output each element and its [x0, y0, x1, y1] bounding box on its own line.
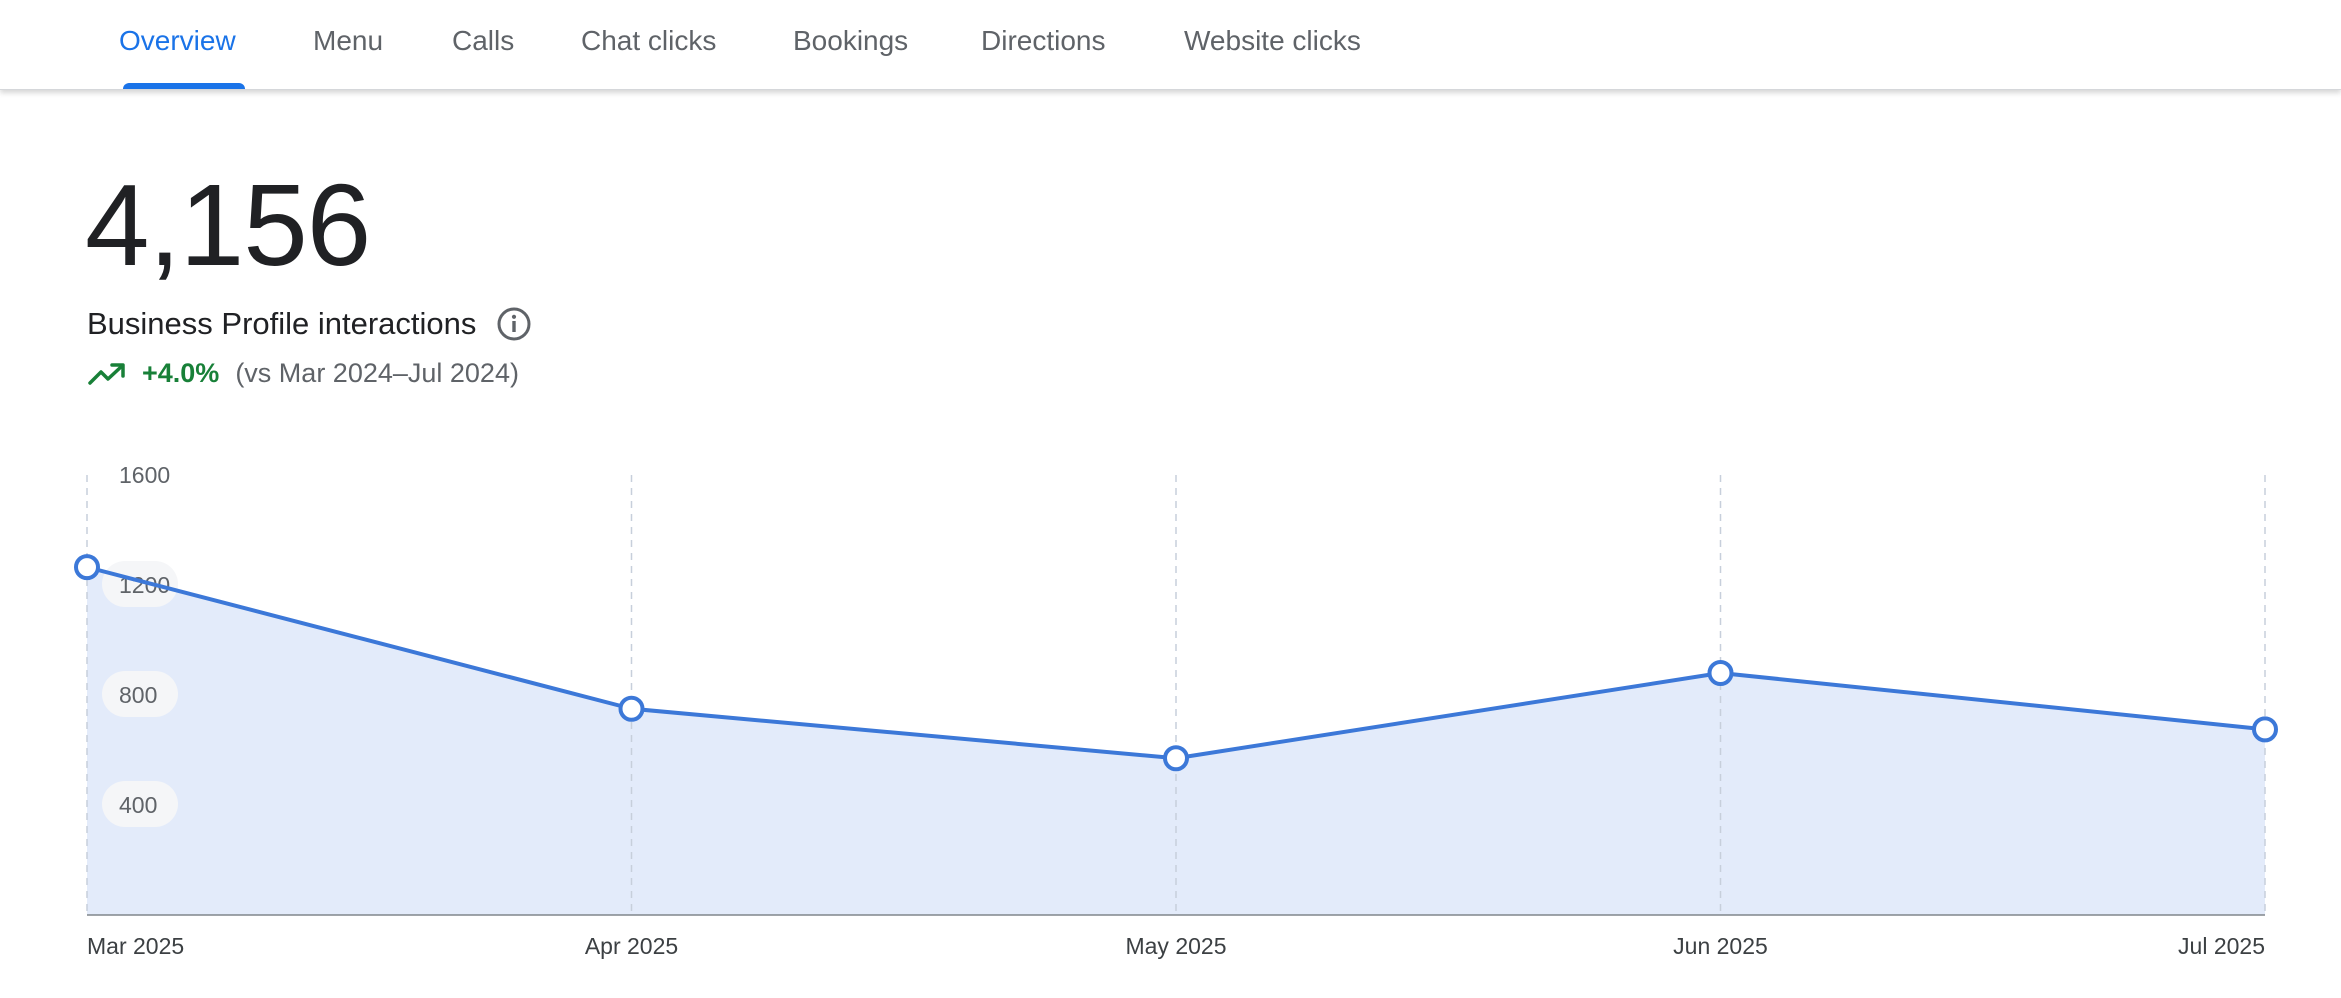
y-tick-800: 800 — [102, 671, 178, 717]
metric-label: Business Profile interactions — [87, 306, 532, 342]
total-interactions-value: 4,156 — [85, 160, 371, 290]
x-tick-label-0: Mar 2025 — [87, 933, 184, 959]
tab-directions[interactable]: Directions — [981, 24, 1106, 56]
trend-row: +4.0% (vs Mar 2024–Jul 2024) — [88, 358, 519, 389]
tab-overview[interactable]: Overview — [119, 24, 236, 56]
trend-comparison-text: (vs Mar 2024–Jul 2024) — [235, 358, 519, 388]
data-point-4 — [2252, 716, 2278, 743]
trend-change-value: +4.0% — [142, 358, 220, 388]
metric-label-text: Business Profile interactions — [87, 306, 477, 341]
data-point-0 — [74, 554, 100, 581]
x-tick-label-4: Jul 2025 — [2178, 933, 2265, 959]
y-tick-1600: 1600 — [119, 462, 170, 488]
x-tick-label-2: May 2025 — [1125, 933, 1226, 959]
y-tick-bg-1200 — [102, 561, 178, 607]
data-point-1 — [618, 695, 645, 722]
y-tick-bg-800 — [102, 671, 178, 717]
tab-calls[interactable]: Calls — [452, 24, 515, 56]
x-tick-label-3: Jun 2025 — [1673, 933, 1768, 959]
x-tick-label-1: Apr 2025 — [585, 933, 678, 959]
active-tab-indicator — [123, 83, 245, 89]
tab-menu[interactable]: Menu — [313, 24, 384, 56]
y-tick-400: 400 — [102, 781, 178, 827]
y-tick-bg-400 — [102, 781, 178, 827]
y-tick-label-1600: 1600 — [119, 462, 170, 488]
tab-bookings[interactable]: Bookings — [793, 24, 909, 56]
data-point-2 — [1163, 745, 1189, 772]
data-point-3 — [1707, 660, 1734, 686]
y-tick-label-400: 400 — [119, 792, 157, 818]
tab-website-clicks[interactable]: Website clicks — [1184, 24, 1361, 56]
info-icon[interactable] — [496, 306, 532, 342]
tab-bar: Overview Menu Calls Chat clicks Bookings… — [0, 0, 2341, 90]
tab-chat-clicks[interactable]: Chat clicks — [581, 24, 717, 56]
trending-up-icon — [88, 361, 126, 387]
y-tick-label-800: 800 — [119, 682, 157, 708]
y-tick-1200: 1200 — [102, 561, 178, 607]
